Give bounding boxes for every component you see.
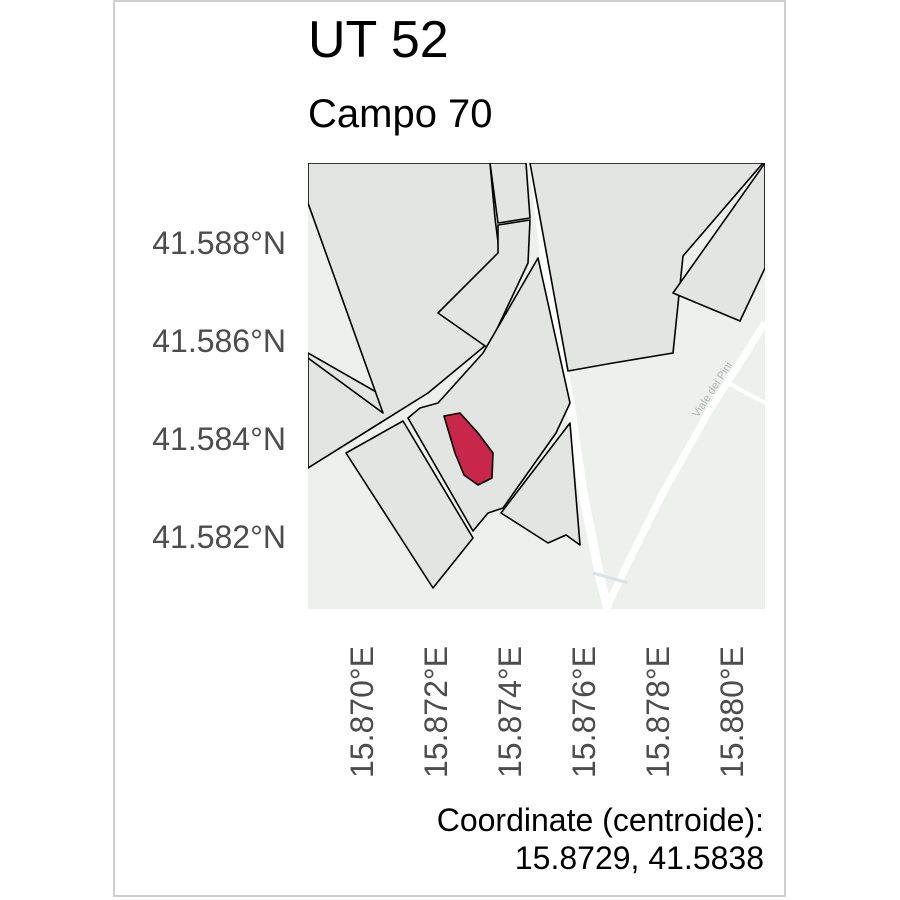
y-tick-label: 41.582°N xyxy=(152,519,286,555)
parcel-strip-top xyxy=(489,163,531,224)
x-tick-label: 15.872°E xyxy=(418,645,454,778)
parcel-nw-body xyxy=(308,163,501,469)
parcel-se xyxy=(500,422,581,546)
y-tick-label: 41.584°N xyxy=(152,421,286,457)
x-tick-label: 15.880°E xyxy=(714,645,750,778)
x-tick-label: 15.870°E xyxy=(344,645,380,778)
x-tick-label: 15.878°E xyxy=(640,645,676,778)
parcel-ne xyxy=(529,163,764,372)
centroid-caption: Coordinate (centroide): 15.8729, 41.5838 xyxy=(437,801,764,877)
viale-road xyxy=(602,321,765,609)
caption-line-1: Coordinate (centroide): xyxy=(436,802,764,838)
map-title: UT 52 xyxy=(308,11,449,69)
side-road xyxy=(727,381,765,405)
parcel-sw xyxy=(345,420,474,589)
water-channel xyxy=(592,571,629,585)
map-panel[interactable]: Viale dei Pini xyxy=(308,163,765,609)
parcel-central xyxy=(407,257,571,532)
map-subtitle: Campo 70 xyxy=(308,92,493,136)
map-svg: Viale dei Pini xyxy=(308,163,765,609)
main-road xyxy=(528,163,613,609)
parcel-narrow xyxy=(437,219,531,349)
highlighted-site[interactable] xyxy=(443,412,494,486)
x-tick-label: 15.874°E xyxy=(492,645,528,778)
y-tick-label: 41.588°N xyxy=(152,225,286,261)
parcel-far-ne xyxy=(672,163,765,322)
caption-line-2: 15.8729, 41.5838 xyxy=(514,840,764,876)
y-tick-label: 41.586°N xyxy=(152,323,286,359)
x-tick-label: 15.876°E xyxy=(566,645,602,778)
